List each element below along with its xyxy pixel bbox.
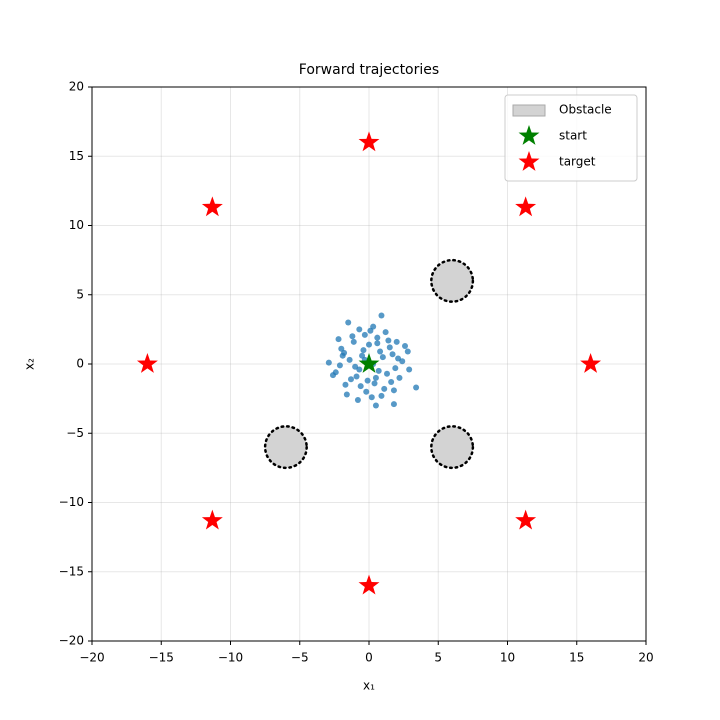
sample-point	[384, 370, 391, 377]
sample-point	[354, 397, 361, 404]
x-tick-label: −15	[149, 651, 174, 665]
x-tick-label: 5	[434, 651, 442, 665]
sample-point	[388, 379, 395, 386]
y-tick-label: 15	[69, 149, 84, 163]
sample-point	[356, 326, 363, 333]
star-marker	[515, 509, 537, 530]
sample-point	[336, 362, 343, 369]
sample-point	[396, 374, 403, 381]
star-marker	[358, 131, 380, 152]
sample-point	[386, 344, 393, 351]
sample-point	[413, 384, 420, 391]
sample-point	[372, 374, 379, 381]
sample-point	[374, 340, 381, 347]
x-tick-label: −5	[291, 651, 309, 665]
obstacle	[430, 425, 475, 470]
sample-point	[406, 366, 413, 373]
x-tick-label: 20	[638, 651, 653, 665]
star-marker	[136, 353, 158, 373]
plot-frame	[91, 86, 647, 642]
star-marker	[358, 353, 380, 373]
star-marker	[201, 509, 223, 530]
y-axis-label: x₂	[23, 358, 37, 370]
sample-point	[377, 348, 384, 355]
sample-point	[342, 381, 349, 388]
y-tick-label: −5	[66, 426, 84, 440]
star-marker	[515, 196, 537, 217]
sample-point	[374, 334, 381, 341]
sample-point	[375, 367, 382, 374]
sample-point	[371, 380, 378, 387]
sample-point	[329, 372, 336, 379]
sample-point	[399, 358, 406, 365]
x-tick-label: −20	[79, 651, 104, 665]
legend-label: start	[559, 129, 587, 143]
sample-point	[343, 391, 350, 398]
sample-point	[402, 342, 409, 349]
sample-point	[389, 351, 396, 358]
sample-point	[325, 359, 332, 366]
sample-point	[368, 394, 375, 401]
x-tick-label: 10	[500, 651, 515, 665]
sample-point	[353, 373, 360, 380]
x-tick-label: 0	[365, 651, 373, 665]
x-tick-label: 15	[569, 651, 584, 665]
sample-point	[349, 333, 356, 340]
legend-label: Obstacle	[559, 103, 612, 117]
y-tick-label: −15	[59, 564, 84, 578]
sample-point	[379, 354, 386, 361]
legend-swatch	[518, 125, 540, 145]
sample-point	[404, 348, 411, 355]
sample-point	[361, 331, 368, 338]
star-marker	[358, 574, 380, 595]
sample-point	[347, 376, 354, 383]
sample-point	[357, 383, 364, 390]
sample-point	[366, 341, 372, 348]
sample-point	[382, 329, 389, 336]
x-axis-label: x₁	[363, 679, 375, 693]
y-tick-label: 20	[69, 80, 84, 94]
x-tick-label: −10	[218, 651, 243, 665]
sample-point	[393, 338, 400, 345]
sample-point	[345, 319, 352, 326]
chart-title: Forward trajectories	[299, 62, 439, 78]
sample-point	[350, 338, 357, 345]
sample-point	[339, 352, 346, 359]
sample-point	[390, 401, 397, 408]
y-tick-label: 10	[69, 218, 84, 232]
sample-point	[367, 327, 374, 334]
star-marker	[201, 196, 223, 217]
legend-label: target	[559, 155, 596, 169]
sample-point	[338, 345, 345, 352]
sample-point	[392, 365, 399, 372]
y-tick-label: −20	[59, 634, 84, 648]
sample-point	[378, 392, 385, 399]
sample-point	[378, 312, 385, 319]
obstacle	[430, 258, 475, 303]
sample-point	[363, 388, 370, 395]
sample-point	[372, 402, 379, 409]
sample-point	[364, 377, 371, 384]
legend-swatch	[518, 151, 540, 171]
y-tick-label: 0	[76, 357, 84, 371]
sample-point	[381, 385, 388, 392]
legend-swatch	[512, 104, 546, 117]
sample-point	[356, 366, 363, 373]
star-marker	[580, 353, 602, 373]
obstacle	[263, 425, 308, 470]
sample-point	[335, 336, 342, 343]
sample-point	[360, 347, 367, 354]
sample-point	[346, 356, 353, 363]
sample-point	[390, 387, 397, 394]
sample-point	[385, 337, 392, 344]
y-tick-label: −10	[59, 495, 84, 509]
y-tick-label: 5	[76, 287, 84, 301]
